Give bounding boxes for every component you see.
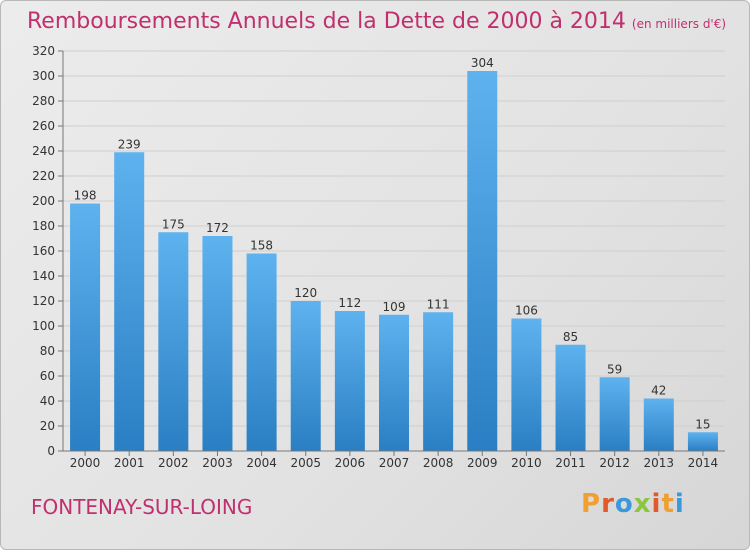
x-tick-label: 2001 xyxy=(114,456,145,470)
y-tick-label: 100 xyxy=(32,319,55,333)
bar-value-label: 239 xyxy=(118,137,141,151)
bar-2007 xyxy=(379,314,409,451)
x-tick-label: 2002 xyxy=(158,456,189,470)
x-tick-label: 2008 xyxy=(423,456,454,470)
bar-value-label: 172 xyxy=(206,221,229,235)
bar-value-label: 112 xyxy=(338,296,361,310)
x-tick-label: 2003 xyxy=(202,456,233,470)
bar-value-label: 59 xyxy=(607,362,622,376)
bar-2011 xyxy=(555,344,586,451)
y-tick-label: 0 xyxy=(47,444,55,458)
chart-title-text: Remboursements Annuels de la Dette de 20… xyxy=(27,9,626,34)
bar-2006 xyxy=(334,311,365,451)
y-tick-label: 60 xyxy=(40,369,55,383)
y-tick-label: 200 xyxy=(32,194,55,208)
commune-name: FONTENAY-SUR-LOING xyxy=(31,495,253,519)
bar-value-label: 175 xyxy=(162,217,185,231)
x-tick-label: 2010 xyxy=(511,456,542,470)
x-tick-label: 2011 xyxy=(555,456,586,470)
bar-2014 xyxy=(687,432,718,451)
y-tick-label: 300 xyxy=(32,69,55,83)
y-tick-label: 40 xyxy=(40,394,55,408)
y-tick-label: 260 xyxy=(32,119,55,133)
y-tick-label: 140 xyxy=(32,269,55,283)
bar-2010 xyxy=(511,318,542,451)
y-tick-label: 280 xyxy=(32,94,55,108)
bar-value-label: 109 xyxy=(383,300,406,314)
bar-value-label: 120 xyxy=(294,286,317,300)
proxiti-logo: Proxiti xyxy=(581,489,685,519)
y-tick-label: 320 xyxy=(32,44,55,58)
bar-value-label: 15 xyxy=(695,417,710,431)
bar-value-label: 42 xyxy=(651,384,666,398)
chart-unit: (en milliers d'€) xyxy=(631,17,727,31)
bar-value-label: 106 xyxy=(515,304,538,318)
bar-value-label: 85 xyxy=(563,330,578,344)
x-tick-label: 2013 xyxy=(644,456,675,470)
y-tick-label: 220 xyxy=(32,169,55,183)
y-tick-label: 160 xyxy=(32,244,55,258)
y-tick-label: 240 xyxy=(32,144,55,158)
bar-2003 xyxy=(202,236,233,451)
bar-2012 xyxy=(599,377,630,451)
bar-2008 xyxy=(423,312,454,451)
x-tick-label: 2007 xyxy=(379,456,410,470)
bar-2002 xyxy=(158,232,189,451)
x-tick-label: 2006 xyxy=(335,456,366,470)
x-tick-label: 2004 xyxy=(246,456,277,470)
bar-2001 xyxy=(114,152,145,451)
x-tick-label: 2014 xyxy=(688,456,719,470)
bar-2005 xyxy=(290,301,321,451)
bar-2000 xyxy=(70,203,101,451)
chart-title: Remboursements Annuels de la Dette de 20… xyxy=(27,9,726,34)
bar-value-label: 158 xyxy=(250,239,273,253)
y-tick-label: 180 xyxy=(32,219,55,233)
bar-2013 xyxy=(643,398,674,451)
x-tick-label: 2009 xyxy=(467,456,498,470)
x-tick-label: 2005 xyxy=(290,456,321,470)
y-tick-label: 80 xyxy=(40,344,55,358)
bar-value-label: 198 xyxy=(74,189,97,203)
y-tick-label: 120 xyxy=(32,294,55,308)
x-tick-label: 2012 xyxy=(599,456,630,470)
bar-value-label: 304 xyxy=(471,56,494,70)
x-tick-label: 2000 xyxy=(70,456,101,470)
y-tick-label: 20 xyxy=(40,419,55,433)
bar-2004 xyxy=(246,253,277,451)
bar-2009 xyxy=(467,71,498,451)
bar-value-label: 111 xyxy=(427,297,450,311)
